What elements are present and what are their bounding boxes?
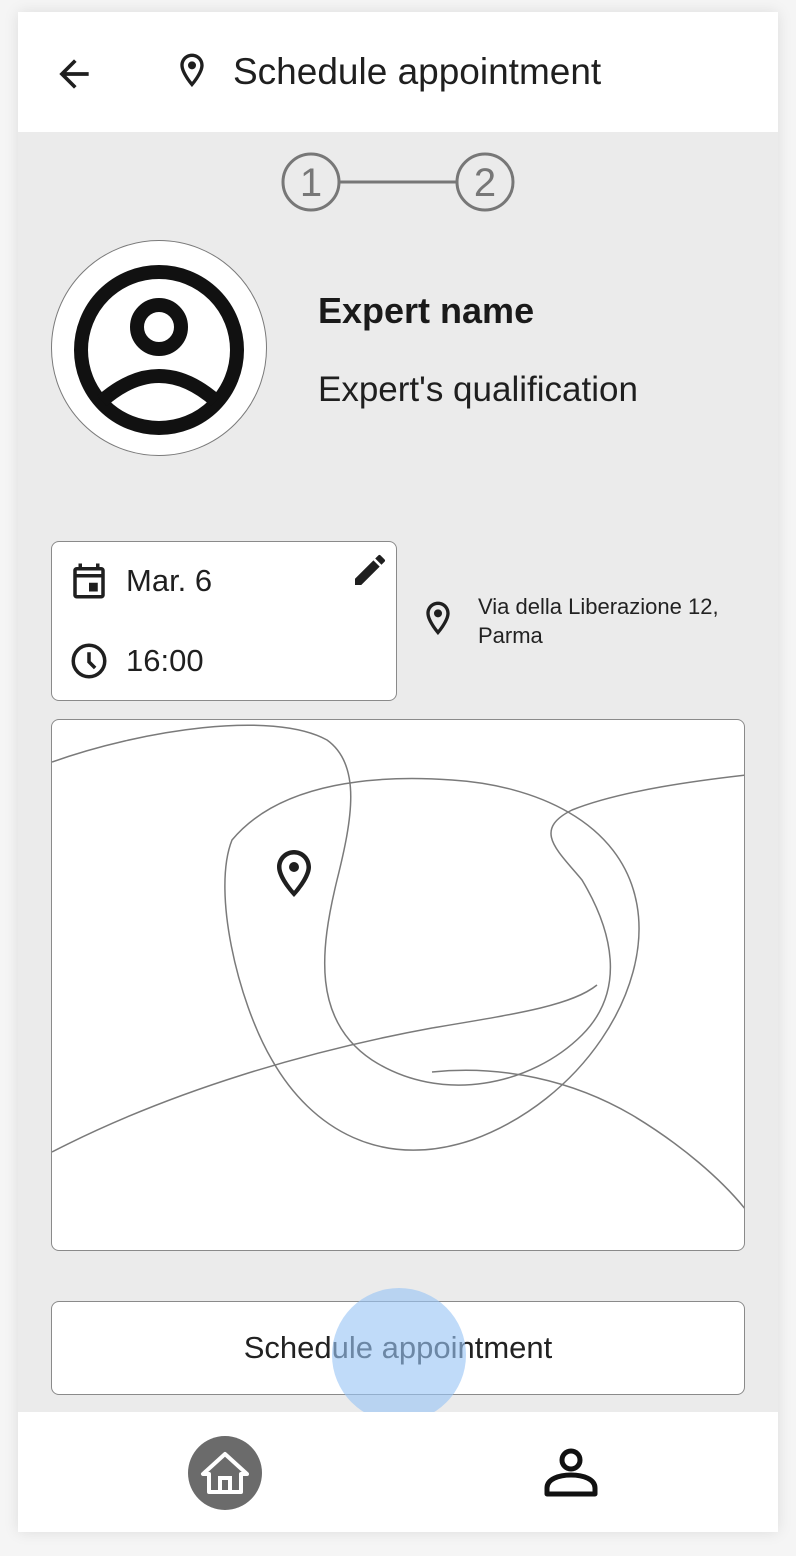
- calendar-icon: [73, 563, 105, 599]
- bottom-navigation: [18, 1412, 778, 1532]
- app-bar: Schedule appointment: [18, 12, 778, 132]
- map[interactable]: [51, 719, 745, 1251]
- nav-profile-button[interactable]: [542, 1448, 600, 1498]
- date-row: Mar. 6: [68, 560, 212, 602]
- step-2-label: 2: [474, 161, 496, 205]
- map-road: [431, 1069, 744, 1209]
- location-pin-icon: [418, 597, 458, 643]
- step-2-circle[interactable]: [455, 152, 515, 212]
- map-road: [224, 777, 640, 1151]
- page-title: Schedule appointment: [233, 51, 602, 92]
- phone-screen: Schedule appointment 1 2 Expert name Exp…: [18, 12, 778, 1532]
- pencil-icon: [355, 554, 386, 585]
- location-pin-icon: [277, 850, 311, 897]
- date-time-card[interactable]: Mar. 6 16:00: [51, 541, 397, 701]
- expert-qualification: Expert's qualification: [318, 370, 638, 409]
- stepper: 1 2: [280, 152, 516, 212]
- home-icon: [201, 1452, 249, 1494]
- address-line-2: Parma: [478, 623, 543, 648]
- schedule-appointment-button[interactable]: Schedule appointment: [51, 1301, 745, 1395]
- step-1-circle[interactable]: [281, 152, 341, 212]
- expert-name: Expert name: [318, 290, 535, 331]
- map-road: [52, 984, 598, 1153]
- clock-icon: [71, 643, 107, 679]
- appointment-date: Mar. 6: [126, 563, 213, 598]
- appointment-time: 16:00: [126, 643, 204, 678]
- arrow-back-icon: [59, 59, 89, 89]
- back-button[interactable]: [52, 52, 96, 96]
- address-line-1: Via della Liberazione 12,: [478, 594, 719, 619]
- edit-button[interactable]: [350, 550, 390, 590]
- account-circle-icon: [74, 265, 244, 435]
- address: Via della Liberazione 12, Parma: [478, 592, 768, 650]
- nav-home-button[interactable]: [188, 1436, 262, 1510]
- time-row: 16:00: [68, 640, 204, 682]
- step-1-label: 1: [300, 161, 322, 205]
- avatar: [51, 240, 267, 456]
- location-pin-icon: [172, 50, 212, 94]
- person-icon: [544, 1448, 598, 1497]
- map-road: [52, 724, 744, 1086]
